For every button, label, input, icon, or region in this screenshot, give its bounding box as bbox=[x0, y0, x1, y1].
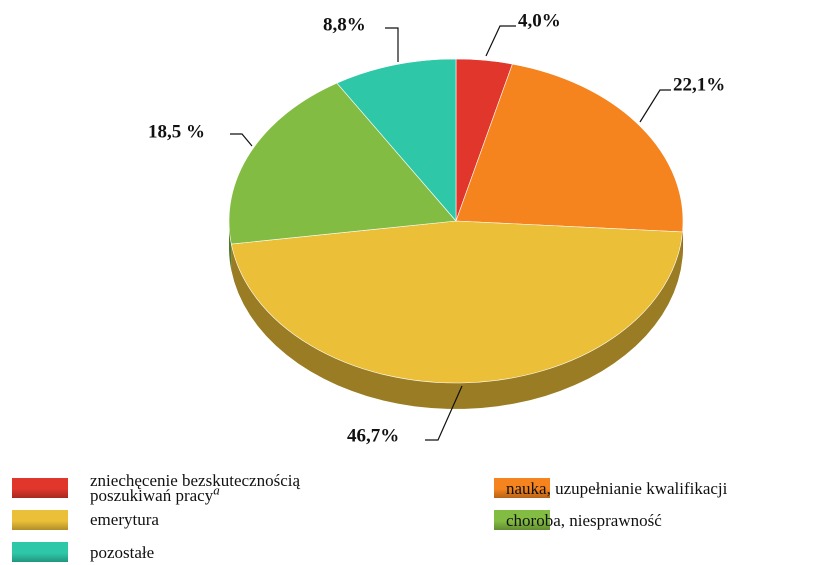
legend-superscript: a bbox=[213, 482, 220, 498]
legend-text: pozostałe bbox=[90, 543, 155, 562]
leader-line bbox=[425, 385, 463, 441]
legend-swatch bbox=[12, 478, 68, 498]
legend-text: nauka, uzupełnianie kwalifikacji bbox=[506, 479, 728, 498]
legend-swatch bbox=[494, 478, 550, 498]
data-label: 18,5 % bbox=[148, 121, 205, 142]
legend-text: emerytura bbox=[90, 510, 159, 529]
data-label: 4,0% bbox=[518, 10, 561, 31]
legend-swatch bbox=[12, 542, 68, 562]
legend-label: emerytura bbox=[90, 510, 159, 529]
legend-label: choroba, niesprawność bbox=[506, 511, 662, 530]
leader-line bbox=[639, 89, 671, 123]
leader-line bbox=[485, 25, 516, 57]
pie-slice bbox=[455, 63, 684, 233]
leader-line bbox=[230, 133, 253, 147]
leader-line bbox=[385, 27, 399, 62]
pie-side bbox=[231, 231, 683, 409]
pie-slice bbox=[230, 220, 683, 384]
pie-slice bbox=[228, 82, 457, 245]
data-label: 22,1% bbox=[673, 74, 725, 95]
pie-side-shade bbox=[231, 231, 683, 409]
data-label: 8,8% bbox=[323, 14, 366, 35]
legend-swatch bbox=[12, 510, 68, 530]
legend-swatch bbox=[494, 510, 550, 530]
legend-label: zniechęcenie bezskutecznością poszukiwań… bbox=[90, 471, 305, 505]
legend-text: choroba, niesprawność bbox=[506, 511, 662, 530]
data-label: 46,7% bbox=[347, 425, 399, 446]
legend-label: nauka, uzupełnianie kwalifikacji bbox=[506, 479, 728, 498]
legend-text: zniechęcenie bezskutecznością poszukiwań… bbox=[90, 471, 301, 505]
pie-slice bbox=[336, 58, 457, 222]
legend-label: pozostałe bbox=[90, 543, 155, 562]
